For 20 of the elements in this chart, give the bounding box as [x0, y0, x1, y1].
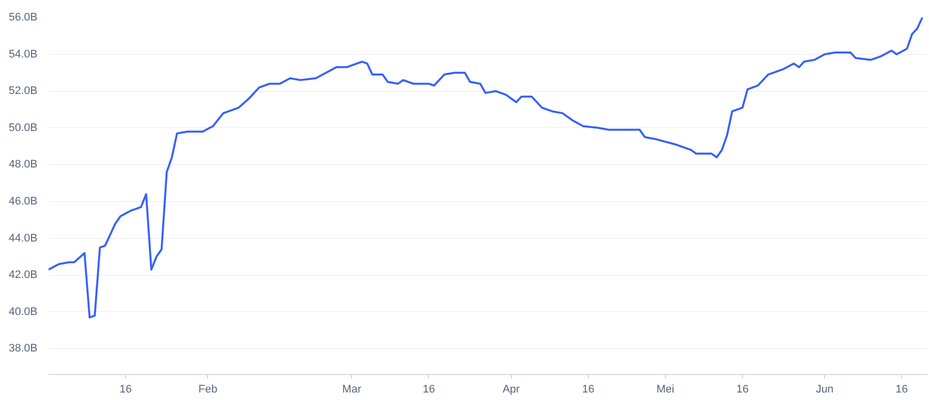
y-tick-label: 42.0B — [8, 269, 38, 282]
y-tick-label: 38.0B — [8, 342, 38, 355]
y-tick-label: 46.0B — [8, 196, 38, 208]
x-tick-label: Mar — [342, 384, 362, 396]
x-tick-label: Feb — [198, 384, 218, 396]
y-tick-label: 56.0B — [8, 12, 38, 24]
x-tick-label: 16 — [896, 384, 908, 396]
y-tick-label: 40.0B — [8, 306, 38, 318]
x-tick-label: Mei — [656, 384, 674, 396]
x-tick-label: 16 — [422, 384, 436, 396]
y-tick-label: 48.0B — [8, 158, 38, 171]
y-tick-label: 50.0B — [8, 122, 38, 134]
x-tick-label: 16 — [736, 384, 749, 396]
y-tick-label: 44.0B — [8, 232, 38, 244]
x-tick-label: Jun — [816, 384, 834, 396]
y-tick-label: 52.0B — [8, 85, 38, 98]
y-tick-label: 54.0B — [8, 48, 38, 60]
x-tick-label: Apr — [502, 384, 520, 396]
x-tick-label: 16 — [119, 384, 132, 396]
x-tick-label: 16 — [582, 384, 594, 396]
